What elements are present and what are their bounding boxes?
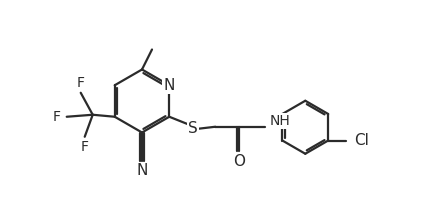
Text: N: N [137, 163, 148, 178]
Text: S: S [188, 121, 198, 136]
Text: F: F [81, 140, 89, 154]
Text: O: O [233, 154, 245, 169]
Text: N: N [164, 78, 175, 93]
Text: NH: NH [269, 114, 290, 128]
Text: F: F [53, 110, 61, 124]
Text: Cl: Cl [354, 133, 369, 148]
Text: F: F [77, 76, 85, 90]
